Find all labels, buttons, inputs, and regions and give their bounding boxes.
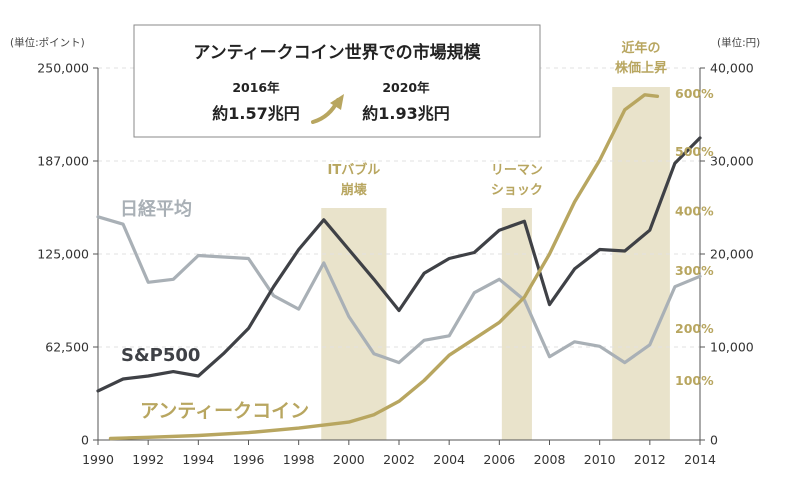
highlight-band (612, 87, 670, 440)
right-tick-label: 20,000 (710, 247, 754, 262)
x-tick-label: 1990 (82, 452, 114, 467)
nikkei-line (96, 215, 702, 365)
right-tick-label: 10,000 (710, 340, 754, 355)
left-unit-label: (単位:ポイント) (10, 36, 85, 49)
sp500-series-label: S&P500 (121, 345, 200, 366)
x-tick-label: 2006 (483, 452, 515, 467)
x-tick-label: 2000 (333, 452, 365, 467)
x-tick-label: 2002 (383, 452, 415, 467)
info-box-value-to: 約1.93兆円 (362, 104, 449, 123)
percentage-label: 200% (675, 321, 714, 336)
antique-coin-line (108, 93, 660, 441)
percentage-label: 600% (675, 86, 714, 101)
x-tick-label: 2012 (634, 452, 666, 467)
right-tick-label: 0 (710, 433, 718, 448)
x-tick-label: 2010 (584, 452, 616, 467)
info-box-year-from: 2016年 (232, 80, 280, 95)
band-label: ショック (491, 183, 543, 198)
band-label: リーマン (491, 163, 543, 178)
nikkei-series-label: 日経平均 (120, 198, 192, 220)
highlight-bands (321, 87, 670, 440)
up-right-arrow-icon (311, 94, 344, 124)
x-tick-label: 1996 (233, 452, 265, 467)
info-box-frame (133, 24, 541, 138)
left-tick-label: 62,500 (45, 340, 89, 355)
percentage-label: 100% (675, 373, 714, 388)
left-tick-label: 0 (81, 433, 89, 448)
percentage-label: 400% (675, 203, 714, 218)
info-box: アンティークコイン世界での市場規模 2016年 約1.57兆円 2020年 約1… (133, 24, 541, 138)
band-label: ITバブル (327, 162, 380, 178)
x-tick-label: 2004 (433, 452, 465, 467)
x-tick-label: 1998 (283, 452, 315, 467)
band-label: 株価上昇 (615, 60, 667, 76)
sp500-line (96, 136, 702, 393)
x-tick-label: 1992 (132, 452, 164, 467)
right-tick-label: 40,000 (710, 61, 754, 76)
info-box-year-to: 2020年 (382, 80, 430, 95)
highlight-band (501, 208, 532, 440)
axes: 0 62,500 125,000 187,000 250,000 0 10,000 20,00… (10, 36, 760, 467)
percentage-label: 500% (675, 144, 714, 159)
info-box-title: アンティークコイン世界での市場規模 (193, 42, 481, 63)
x-tick-label: 1994 (182, 452, 214, 467)
right-unit-label: (単位:円) (717, 36, 760, 49)
x-tick-label: 2014 (684, 452, 716, 467)
band-label: 崩壊 (341, 182, 368, 198)
series-lines (96, 93, 702, 441)
right-tick-label: 30,000 (710, 154, 754, 169)
info-box-value-from: 約1.57兆円 (212, 104, 299, 123)
x-tick-label: 2008 (534, 452, 566, 467)
left-tick-label: 125,000 (37, 247, 89, 262)
band-label: 近年の (622, 40, 661, 56)
percentage-label: 300% (675, 263, 714, 278)
left-tick-label: 250,000 (37, 61, 89, 76)
antique-coin-series-label: アンティークコイン (140, 400, 309, 422)
left-tick-label: 187,000 (37, 154, 89, 169)
